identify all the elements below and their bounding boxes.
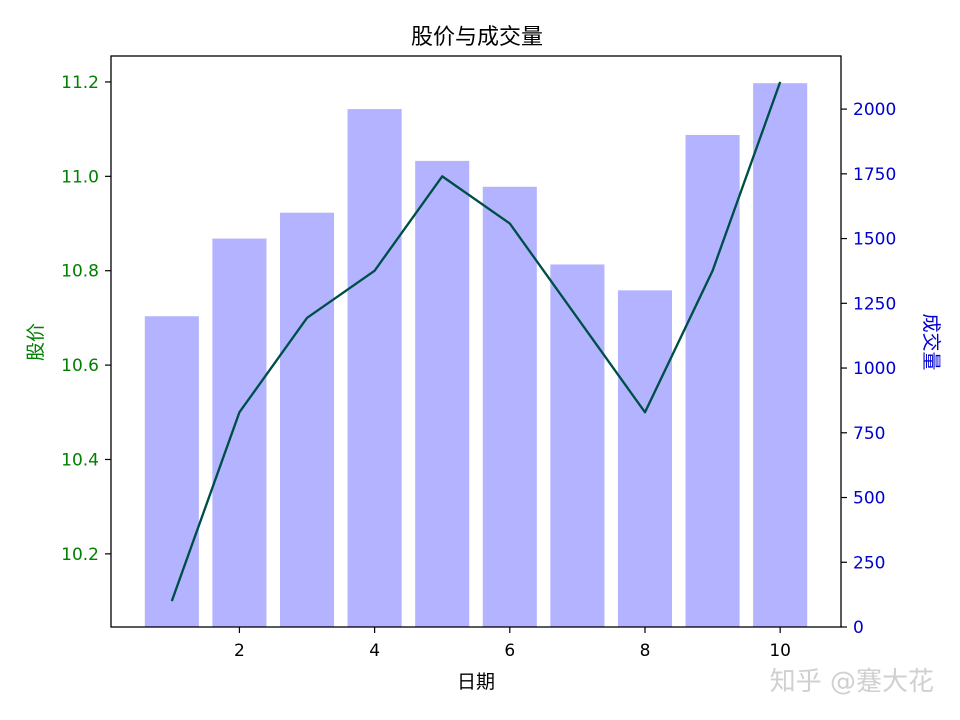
volume-bar	[482, 186, 537, 627]
chart-title: 股价与成交量	[411, 25, 543, 50]
volume-bar	[212, 238, 267, 627]
volume-bar	[415, 160, 470, 627]
y-left-tick-label: 10.2	[61, 545, 99, 565]
y-right-tick-label: 500	[853, 489, 885, 509]
lines-layer	[170, 81, 782, 602]
volume-bar	[144, 316, 199, 627]
price-line-overlay	[170, 81, 782, 602]
x-tick-label: 6	[504, 641, 515, 661]
y-right-tick-label: 250	[853, 553, 885, 573]
y-left-tick-label: 10.4	[61, 450, 99, 470]
y-left-tick-label: 11.0	[61, 167, 99, 187]
plot-frame	[110, 55, 842, 628]
axes-layer	[110, 55, 842, 628]
y-right-tick-label: 1750	[853, 165, 896, 185]
volume-bar	[347, 109, 402, 627]
watermark-text: 知乎 @蹇大花	[770, 667, 934, 697]
x-axis-label: 日期	[457, 671, 495, 693]
y-left-tick-label: 10.6	[61, 356, 99, 376]
x-tick-label: 8	[640, 641, 651, 661]
y-axis-right-label: 成交量	[920, 313, 942, 370]
ticks-layer: 2 4 6 8 10 10.2 10.4 10.6 10.8 11.0 11.2 0 250 500 750…	[61, 73, 896, 661]
y-left-tick-label: 11.2	[61, 73, 99, 93]
volume-bar	[753, 83, 808, 627]
x-tick-label: 10	[769, 641, 791, 661]
y-right-tick-label: 1000	[853, 359, 896, 379]
volume-bar	[550, 264, 605, 627]
y-axis-left-label: 股价	[25, 323, 47, 361]
volume-bar	[685, 134, 740, 627]
x-tick-label: 4	[369, 641, 380, 661]
bars-layer	[144, 83, 808, 627]
y-right-tick-label: 750	[853, 424, 885, 444]
volume-bar	[617, 290, 673, 627]
volume-bar	[279, 212, 335, 627]
y-left-tick-label: 10.8	[61, 262, 99, 282]
y-right-tick-label: 1250	[853, 294, 896, 314]
x-tick-label: 2	[234, 641, 245, 661]
y-right-tick-label: 0	[853, 618, 864, 638]
y-right-tick-label: 1500	[853, 230, 896, 250]
y-right-tick-label: 2000	[853, 100, 896, 120]
